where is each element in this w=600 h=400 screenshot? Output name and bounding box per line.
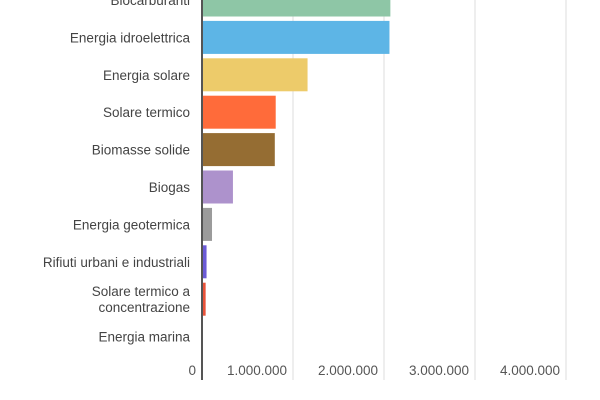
- x-tick-label: 2.000.000: [318, 363, 378, 378]
- x-tick-label: 1.000.000: [227, 363, 287, 378]
- bar: [202, 0, 391, 17]
- category-label: Energia marina: [98, 330, 190, 345]
- bar: [202, 58, 308, 92]
- category-label-line: Biogas: [149, 180, 191, 195]
- category-label: Energia geotermica: [73, 217, 191, 232]
- x-tick-label: 3.000.000: [409, 363, 469, 378]
- bar: [202, 207, 213, 241]
- category-label-line: Biocarburanti: [110, 0, 190, 8]
- category-label-line: Energia solare: [103, 68, 190, 83]
- x-tick-labels: 0 1.000.000 2.000.000 3.000.000 4.000.000: [188, 363, 560, 378]
- gridlines: [292, 0, 567, 380]
- x-tick-label: 4.000.000: [500, 363, 560, 378]
- category-label: Biomasse solide: [92, 143, 190, 158]
- category-label: Energia idroelettrica: [70, 30, 191, 45]
- category-label-line: Biomasse solide: [92, 143, 190, 158]
- category-label-line: Solare termico: [103, 105, 190, 120]
- category-label-line: Rifiuti urbani e industriali: [43, 255, 190, 270]
- category-label: Biocarburanti: [110, 0, 190, 8]
- bar: [202, 170, 233, 204]
- category-label: Solare termico: [103, 105, 190, 120]
- category-label-line: Energia marina: [98, 330, 190, 345]
- category-label: Energia solare: [103, 68, 190, 83]
- category-label-line: Energia geotermica: [73, 217, 191, 232]
- bar: [202, 95, 276, 129]
- category-label-line: Energia idroelettrica: [70, 30, 191, 45]
- category-label: Rifiuti urbani e industriali: [43, 255, 190, 270]
- bar: [202, 20, 390, 54]
- category-labels: Biocarburanti Energia idroelettrica Energi…: [43, 0, 191, 345]
- category-label: Solare termico a concentrazione: [92, 284, 191, 315]
- bar: [202, 282, 206, 316]
- category-label-line: concentrazione: [98, 300, 190, 315]
- category-label-line: Solare termico a: [92, 284, 191, 299]
- bars: [202, 0, 391, 316]
- x-tick-label: 0: [188, 363, 196, 378]
- bar: [202, 245, 207, 279]
- bar: [202, 133, 275, 167]
- category-label: Biogas: [149, 180, 191, 195]
